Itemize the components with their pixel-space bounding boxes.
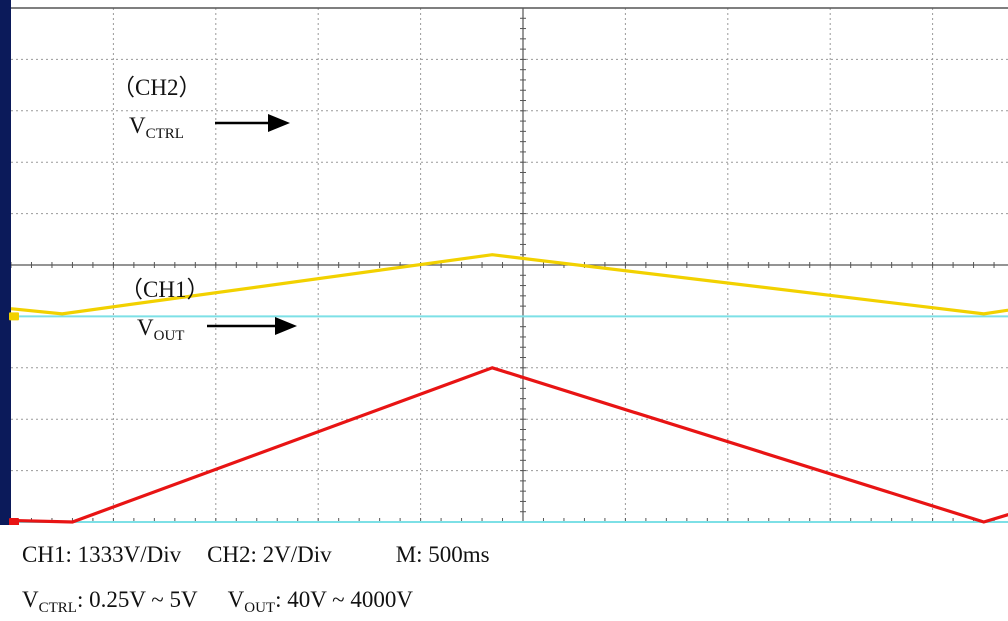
channel-marker-ch2	[9, 312, 19, 321]
annotations: （CH2）VCTRL（CH1）VOUT	[112, 75, 297, 344]
caption-timebase: M: 500ms	[395, 542, 490, 567]
annotation-signal-label: VCTRL	[129, 113, 184, 142]
waveform-traces	[10, 253, 1008, 524]
trace-v-ctrl	[10, 253, 1008, 316]
caption-vout: VOUT: 40V ~ 4000V	[227, 585, 413, 616]
caption-vctrl-symbol: V	[22, 587, 39, 612]
caption-vctrl-subscript: CTRL	[38, 600, 77, 616]
caption-line-1: CH1: 1333V/Div CH2: 2V/Div M: 500ms	[22, 540, 490, 570]
annotation-signal-symbol: V	[129, 113, 146, 138]
annotation-signal-symbol: V	[137, 315, 154, 340]
screen-background	[0, 0, 1008, 525]
annotation-channel-label: （CH1）	[120, 277, 209, 302]
caption-ch1-scale: CH1: 1333V/Div	[22, 542, 182, 567]
caption-line-2: VCTRL: 0.25V ~ 5V VOUT: 40V ~ 4000V	[22, 585, 413, 616]
caption-vout-range: : 40V ~ 4000V	[275, 587, 413, 612]
caption-vctrl-range: : 0.25V ~ 5V	[76, 587, 198, 612]
caption-vout-symbol: V	[227, 587, 245, 612]
reference-lines	[11, 315, 1008, 523]
left-bar	[0, 0, 11, 525]
annotation-signal-label: VOUT	[137, 315, 184, 344]
annotation-signal-subscript: OUT	[154, 328, 185, 344]
oscilloscope-screen: （CH2）VCTRL（CH1）VOUT	[0, 0, 1008, 525]
caption-vctrl: VCTRL: 0.25V ~ 5V	[22, 585, 198, 616]
caption-ch2-scale: CH2: 2V/Div	[207, 542, 332, 567]
annotation-arrow-head	[268, 114, 290, 132]
channel-markers	[9, 312, 19, 525]
caption-vout-subscript: OUT	[244, 600, 276, 616]
annotation-arrow-head	[275, 317, 297, 335]
annotation-channel-label: （CH2）	[112, 75, 201, 100]
channel-marker-ch1	[9, 518, 19, 525]
trace-v-out	[10, 366, 1008, 524]
annotation-signal-subscript: CTRL	[146, 126, 184, 142]
